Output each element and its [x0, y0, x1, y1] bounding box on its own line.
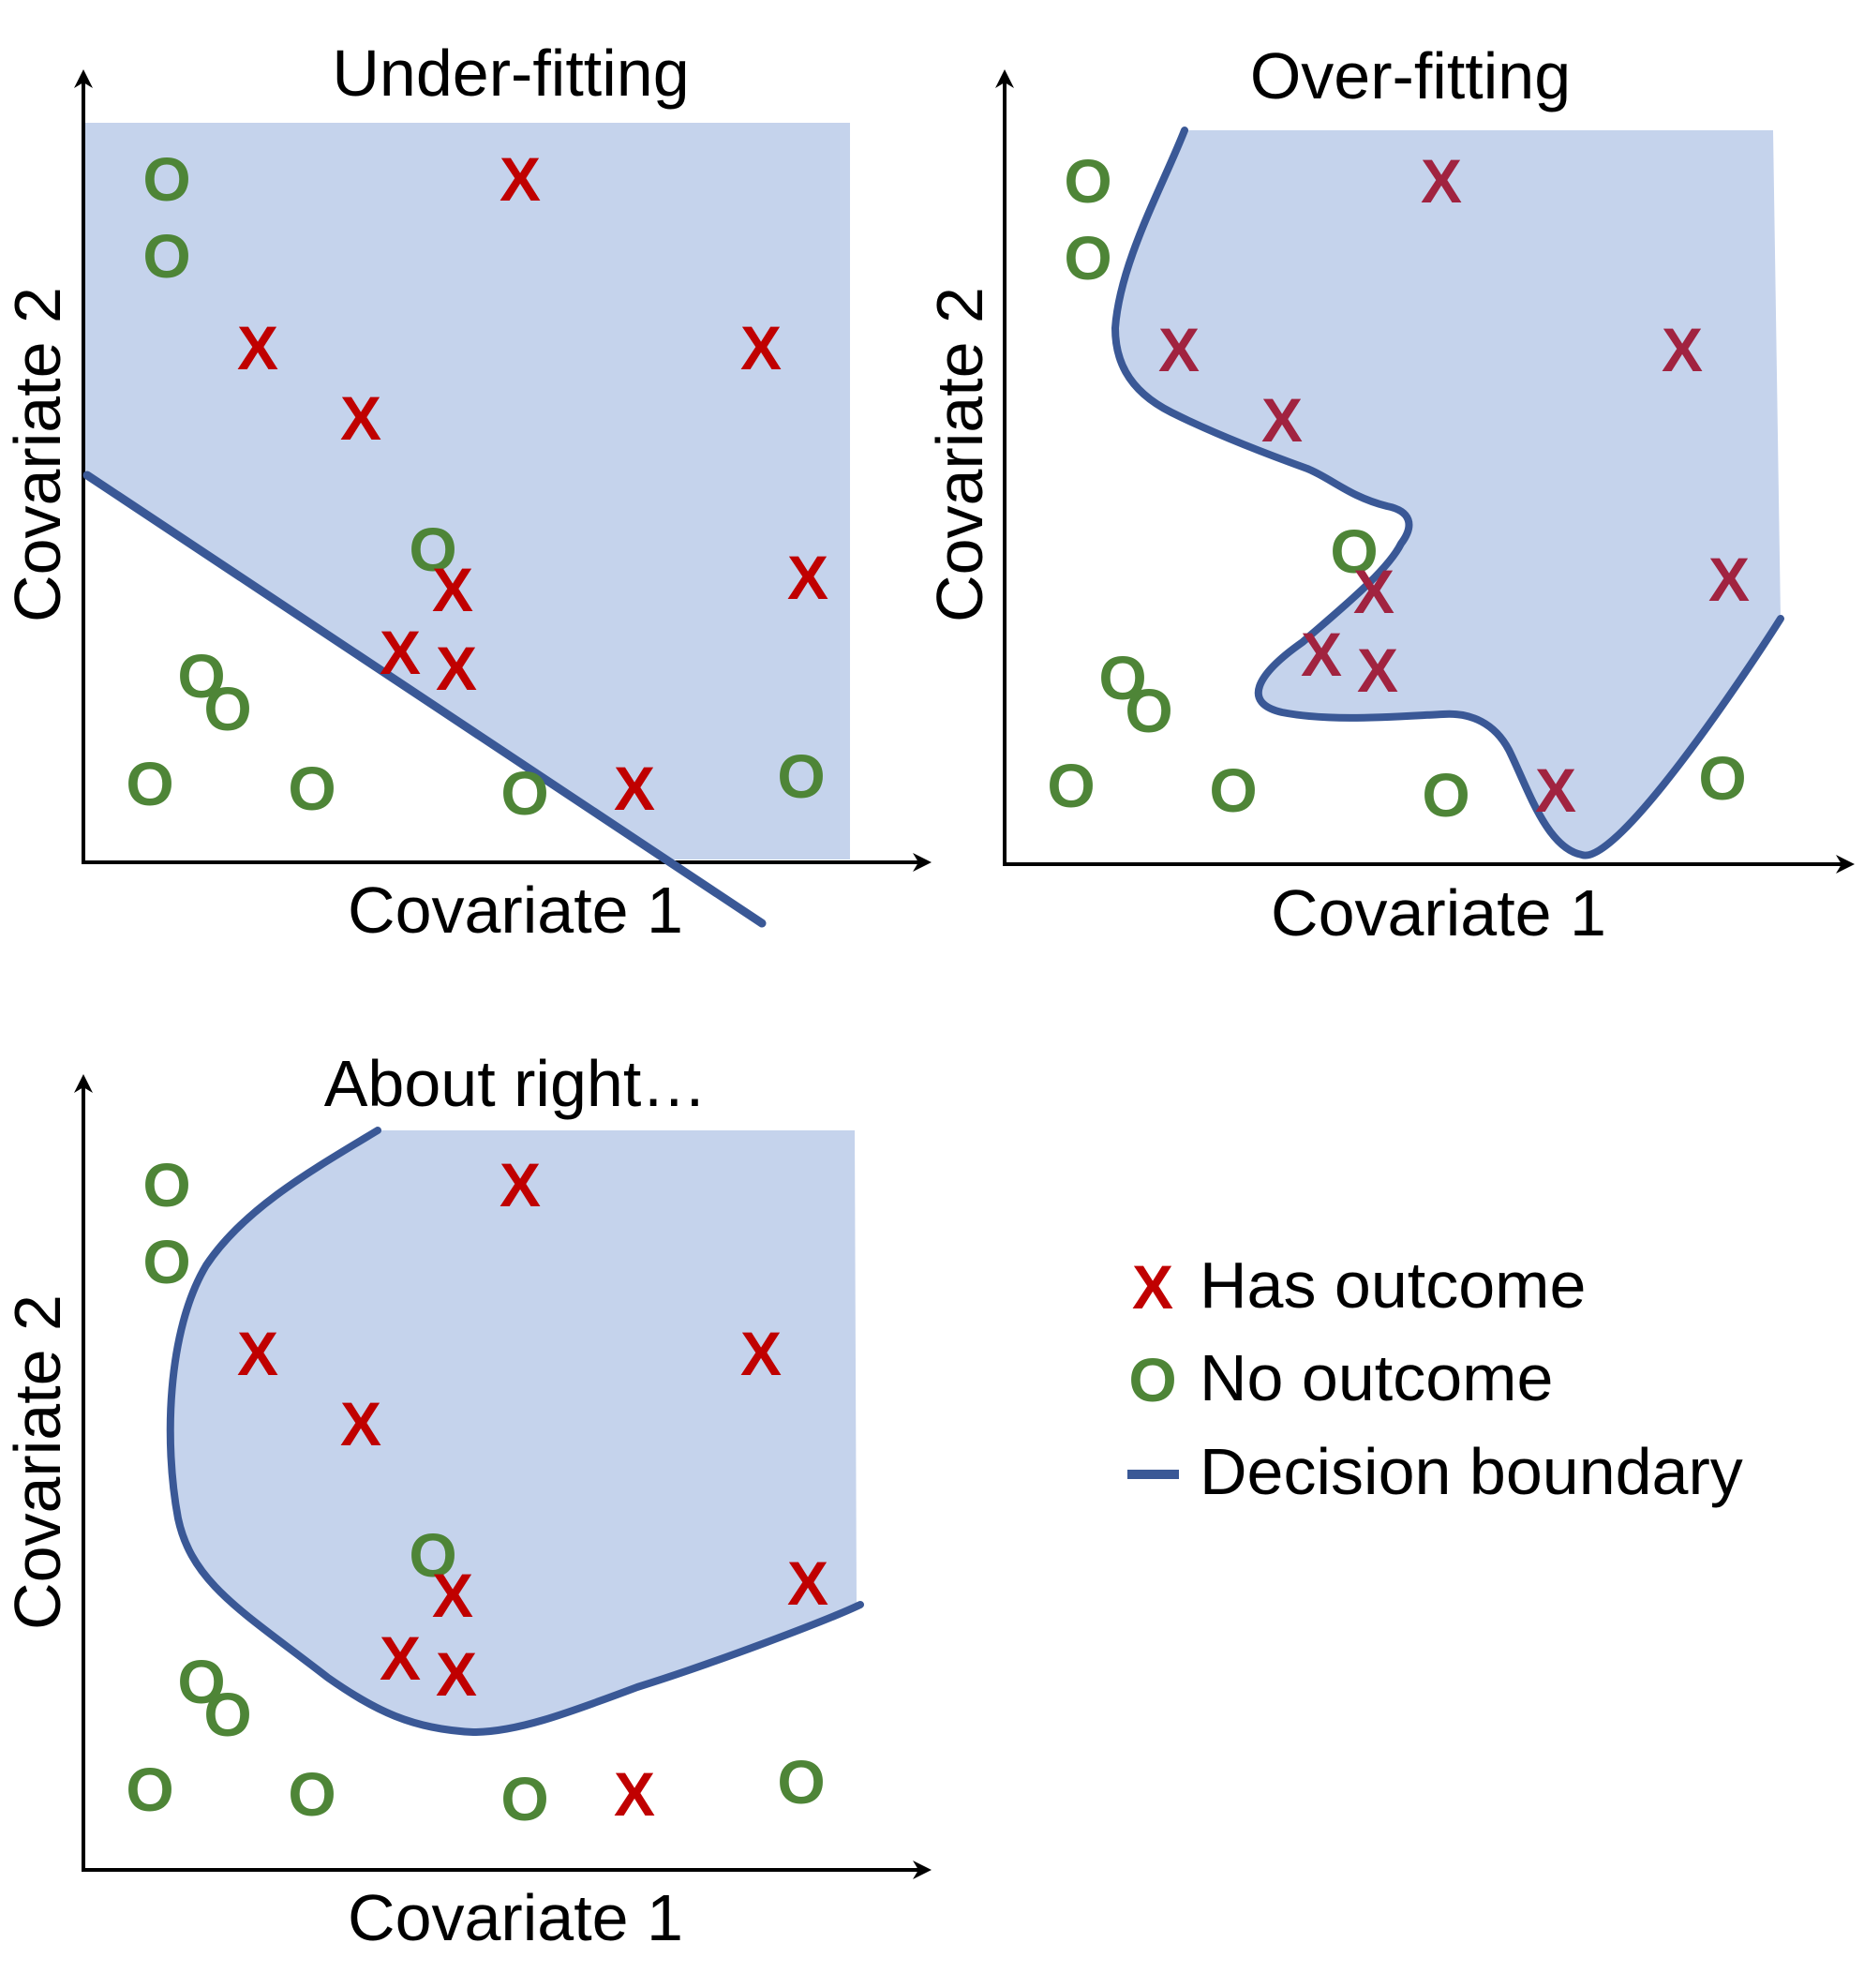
legend: X Has outcome O No outcome Decision boun… [1127, 1248, 1743, 1508]
no-outcome-marker: O [777, 1747, 825, 1816]
no-outcome-marker: O [1209, 755, 1257, 825]
has-outcome-marker: X [500, 144, 541, 214]
legend-label: Decision boundary [1200, 1435, 1743, 1508]
no-outcome-marker: O [1422, 760, 1469, 830]
no-outcome-marker: O [288, 1759, 336, 1829]
no-outcome-marker: O [409, 515, 456, 584]
green-o-icon: O [1128, 1345, 1176, 1414]
y-axis-label: Covariate 2 [1, 1294, 74, 1630]
has-outcome-marker: X [1353, 557, 1394, 626]
has-outcome-marker: X [436, 634, 477, 703]
has-outcome-marker: X [1535, 755, 1576, 825]
has-outcome-marker: X [500, 1150, 541, 1219]
has-outcome-marker: X [1301, 620, 1342, 689]
legend-item-no-outcome: O No outcome [1128, 1341, 1553, 1414]
has-outcome-marker: X [1261, 385, 1303, 455]
has-outcome-marker: X [237, 1319, 278, 1388]
has-outcome-marker: X [740, 313, 782, 382]
no-outcome-marker: O [1098, 643, 1146, 712]
has-outcome-marker: X [614, 1759, 655, 1829]
legend-label: No outcome [1200, 1341, 1553, 1414]
has-outcome-marker: X [436, 1639, 477, 1709]
no-outcome-marker: O [1064, 223, 1111, 292]
decision-boundary [82, 471, 767, 928]
no-outcome-marker: O [500, 1764, 548, 1833]
panel-about-right: About right… Covariate 1 Covariate 2 OOX… [1, 1047, 932, 1954]
panel-title: About right… [324, 1047, 708, 1120]
positive-region [84, 123, 850, 859]
has-outcome-marker: X [1421, 146, 1462, 216]
has-outcome-marker: X [380, 1623, 421, 1693]
no-outcome-marker: O [1698, 743, 1746, 813]
no-outcome-marker: O [142, 221, 190, 291]
panel-title: Over-fitting [1250, 39, 1571, 112]
panel-over-fitting: Over-fitting Covariate 1 Covariate 2 OOX… [923, 39, 1855, 949]
has-outcome-marker: X [432, 1561, 473, 1630]
legend-item-decision-boundary: Decision boundary [1127, 1435, 1743, 1508]
no-outcome-marker: O [142, 144, 190, 214]
has-outcome-marker: X [1708, 545, 1750, 614]
no-outcome-marker: O [203, 1680, 251, 1749]
has-outcome-marker: X [787, 1548, 828, 1618]
no-outcome-marker: O [142, 1150, 190, 1219]
legend-item-has-outcome: X Has outcome [1132, 1248, 1586, 1322]
no-outcome-marker: O [409, 1520, 456, 1590]
x-axis-label: Covariate 1 [1271, 876, 1606, 949]
has-outcome-marker: X [1158, 315, 1200, 384]
has-outcome-marker: X [614, 754, 655, 823]
has-outcome-marker: X [432, 555, 473, 624]
red-x-icon: X [1132, 1252, 1173, 1322]
has-outcome-marker: X [787, 543, 828, 612]
no-outcome-marker: O [177, 641, 225, 710]
has-outcome-marker: X [1662, 315, 1703, 384]
x-axis-label: Covariate 1 [348, 874, 683, 947]
no-outcome-marker: O [142, 1227, 190, 1296]
panel-under-fitting: Under-fitting Covariate 1 Covariate 2 OO… [1, 37, 932, 947]
panel-title: Under-fitting [332, 37, 689, 110]
no-outcome-marker: O [126, 1755, 173, 1824]
x-axis-label: Covariate 1 [348, 1881, 683, 1954]
no-outcome-marker: O [500, 758, 548, 828]
positive-region [170, 1130, 857, 1732]
decision-boundary [1111, 127, 1784, 859]
no-outcome-marker: O [1064, 146, 1111, 216]
has-outcome-marker: X [340, 1389, 381, 1458]
has-outcome-marker: X [740, 1319, 782, 1388]
no-outcome-marker: O [1047, 751, 1095, 820]
no-outcome-marker: O [126, 749, 173, 818]
has-outcome-marker: X [340, 383, 381, 453]
no-outcome-marker: O [1330, 516, 1378, 586]
positive-region [1115, 130, 1781, 856]
no-outcome-marker: O [203, 674, 251, 743]
y-axis-label: Covariate 2 [923, 287, 996, 622]
legend-label: Has outcome [1200, 1248, 1586, 1322]
has-outcome-marker: X [1357, 635, 1398, 705]
y-axis-label: Covariate 2 [1, 287, 74, 622]
no-outcome-marker: O [177, 1647, 225, 1716]
no-outcome-marker: O [1125, 676, 1172, 745]
decision-boundary [166, 1127, 864, 1736]
no-outcome-marker: O [288, 754, 336, 823]
no-outcome-marker: O [777, 741, 825, 811]
has-outcome-marker: X [237, 313, 278, 382]
has-outcome-marker: X [380, 618, 421, 687]
